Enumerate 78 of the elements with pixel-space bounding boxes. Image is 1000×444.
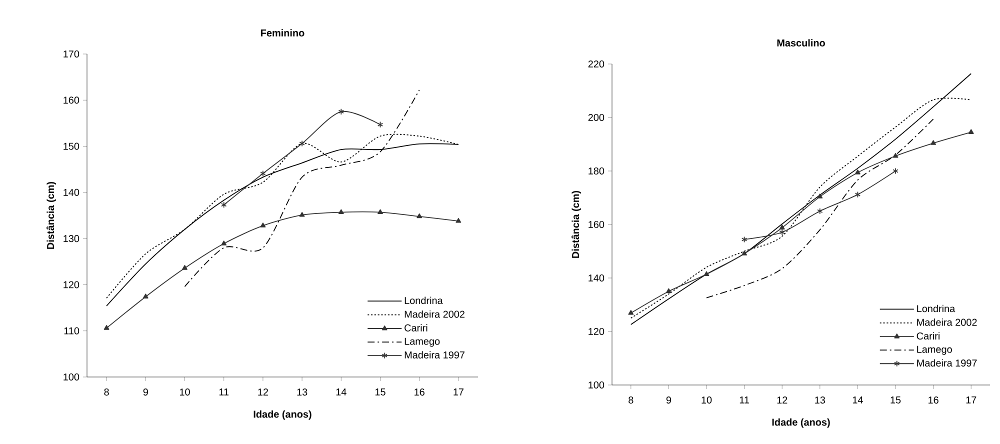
y-tick-label: 150: [64, 142, 80, 150]
point: [260, 170, 266, 177]
x-tick-label: 14: [336, 388, 346, 396]
point: [142, 294, 148, 298]
x-tick-label: 8: [628, 396, 634, 404]
point: [930, 140, 936, 145]
point: [666, 288, 672, 294]
line-series: [706, 118, 934, 298]
x-tick-label: 9: [143, 388, 148, 396]
x-tick-label: 17: [966, 396, 976, 404]
x-tick-label: 13: [815, 396, 826, 404]
y-tick-label: 130: [64, 235, 80, 242]
x-tick-label: 9: [666, 396, 672, 404]
x-tick-label: 12: [258, 388, 268, 396]
y-tick-label: 120: [64, 281, 80, 288]
legend-label: Madeira 1997: [917, 359, 977, 367]
x-tick-label: 11: [740, 396, 750, 404]
x-tick-label: 10: [180, 388, 190, 396]
x-tick-label: 8: [104, 388, 109, 396]
point: [456, 218, 462, 223]
y-tick-label: 100: [64, 373, 80, 381]
legend-label: Madeira 1997: [404, 351, 464, 358]
point: [779, 224, 785, 230]
y-axis-title: Distância (cm): [46, 182, 56, 249]
y-tick-label: 170: [64, 50, 80, 58]
point: [378, 209, 383, 214]
y-axis-title: Distância (cm): [572, 190, 582, 258]
x-tick-label: 17: [454, 388, 464, 396]
point: [704, 271, 710, 276]
point: [299, 140, 305, 147]
x-tick-label: 16: [414, 388, 424, 396]
legend-label: Lamego: [404, 338, 440, 347]
x-tick-label: 10: [702, 396, 712, 404]
y-tick-label: 200: [588, 114, 604, 122]
x-tick-label: 11: [219, 388, 229, 396]
legend-label: Londrina: [404, 296, 443, 304]
point: [892, 152, 898, 158]
point: [855, 170, 860, 174]
x-tick-label: 13: [297, 388, 308, 396]
legend-label: Madeira 2002: [404, 310, 464, 318]
y-tick-label: 110: [64, 327, 80, 334]
y-tick-label: 160: [64, 96, 80, 104]
point: [182, 265, 188, 270]
point: [260, 222, 266, 228]
x-tick-label: 12: [777, 396, 788, 404]
y-tick-label: 120: [588, 328, 604, 336]
y-tick-label: 100: [588, 381, 604, 389]
y-tick-label: 140: [64, 188, 80, 196]
point: [968, 129, 974, 134]
x-axis-title: Idade (anos): [254, 410, 312, 420]
y-tick-label: 160: [588, 220, 604, 228]
point: [779, 229, 785, 236]
point: [338, 209, 344, 214]
point: [416, 213, 422, 218]
x-tick-label: 16: [928, 396, 938, 404]
x-tick-label: 15: [375, 388, 386, 396]
x-tick-label: 15: [890, 396, 901, 404]
y-tick-label: 140: [588, 274, 604, 282]
y-tick-label: 220: [588, 60, 604, 68]
point: [817, 194, 823, 198]
point: [338, 108, 344, 115]
x-axis-title: Idade (anos): [772, 418, 830, 428]
point: [221, 240, 227, 246]
legend-label: Londrina: [917, 304, 956, 312]
chart-title: Feminino: [261, 29, 304, 36]
point: [854, 191, 861, 198]
x-tick-label: 14: [852, 396, 863, 404]
legend-label: Cariri: [404, 324, 428, 332]
point: [104, 325, 110, 330]
legend-label: Lamego: [917, 346, 952, 355]
y-tick-label: 180: [588, 167, 604, 175]
chart-title: Masculino: [777, 39, 825, 46]
point: [742, 250, 747, 256]
point: [299, 212, 305, 217]
point: [628, 310, 634, 315]
point: [817, 208, 823, 214]
legend-label: Madeira 2002: [917, 318, 977, 326]
legend-label: Cariri: [916, 332, 940, 340]
